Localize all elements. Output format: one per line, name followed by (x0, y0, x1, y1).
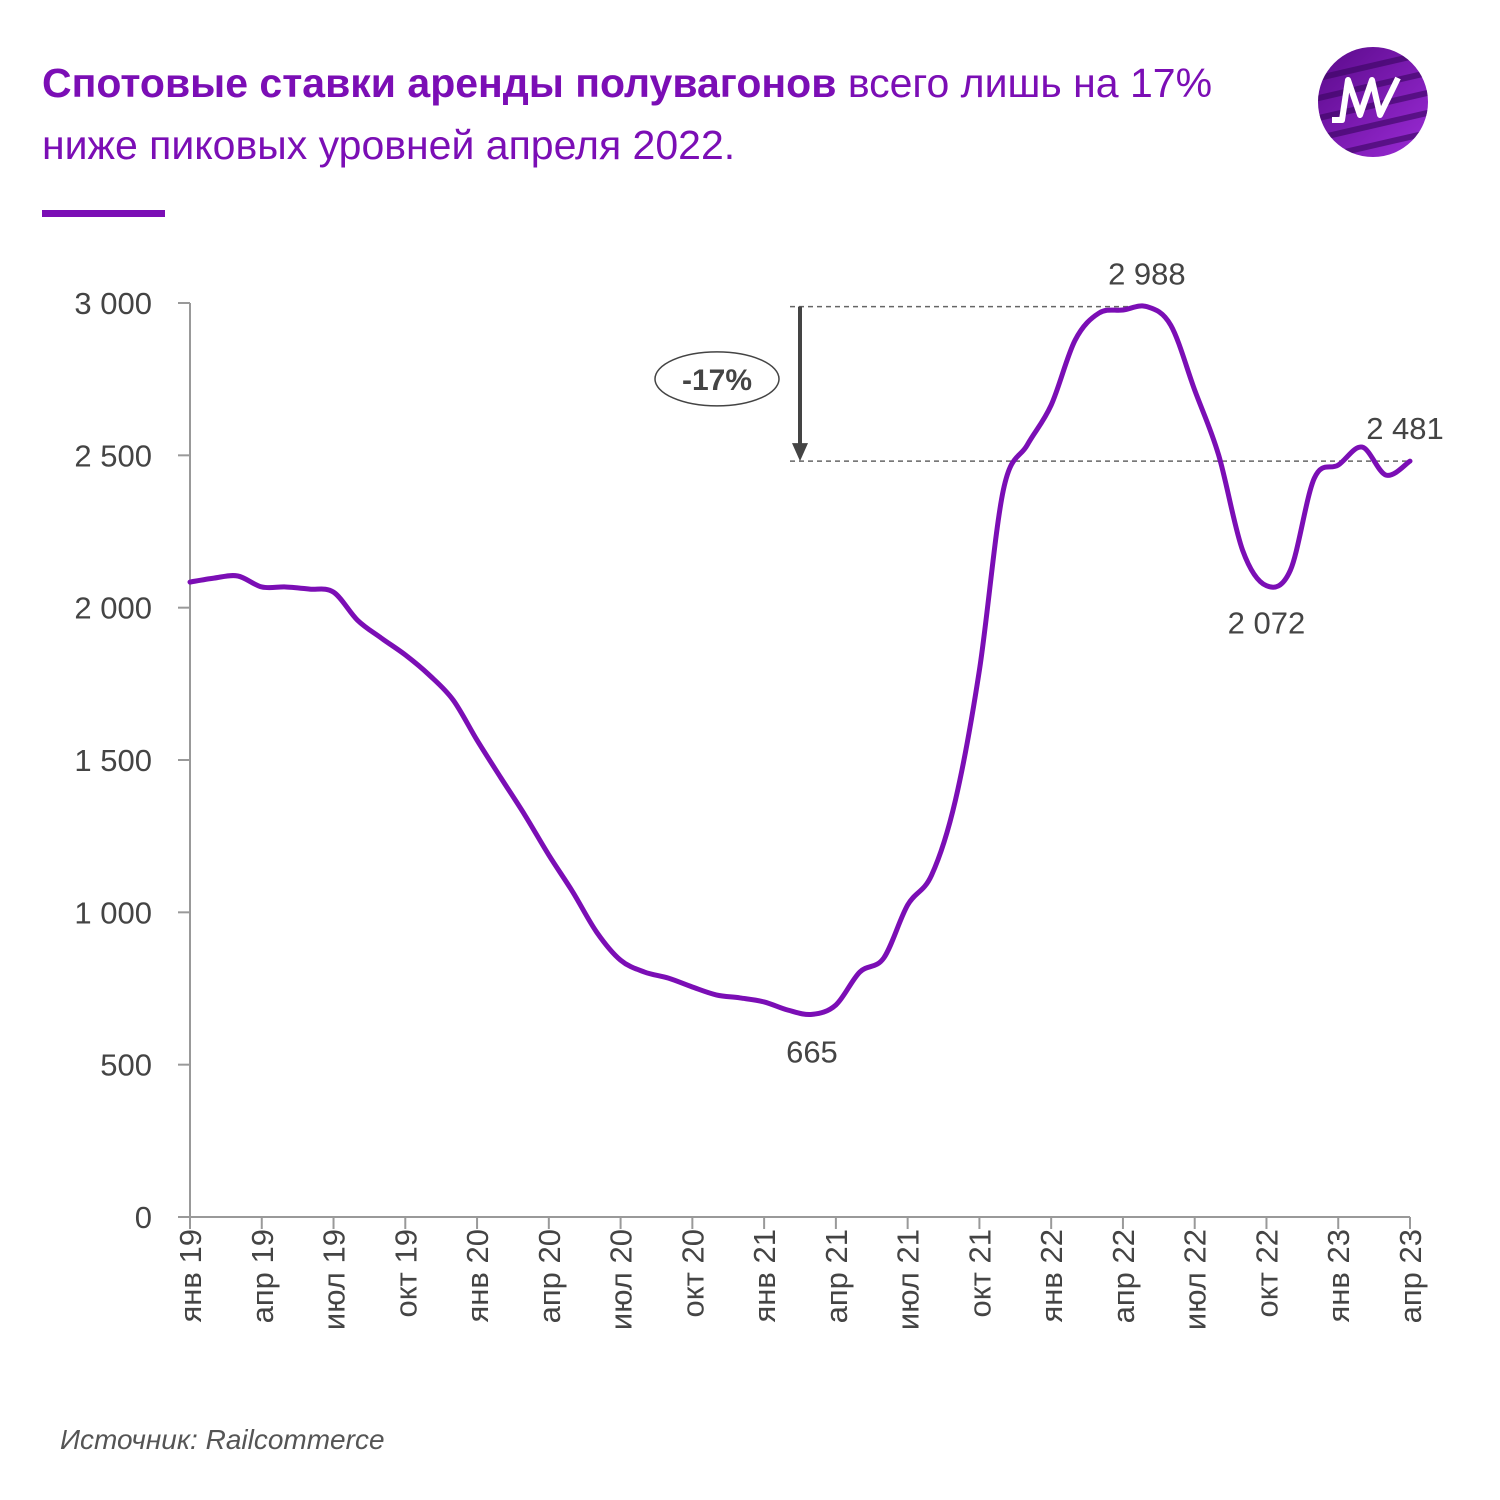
x-tick-label: окт 20 (675, 1229, 710, 1317)
source: Источник: Railcommerce (60, 1424, 385, 1455)
x-tick-label: июл 20 (604, 1229, 639, 1330)
y-tick-label: 2 000 (74, 591, 152, 626)
line (187, 303, 1413, 1018)
y-tick-label: 3 000 (74, 286, 152, 321)
x-tick-label: янв 21 (747, 1229, 782, 1322)
x-tick-label: окт 21 (962, 1229, 997, 1317)
title-bold: Спотовые ставки аренды полувагонов (42, 60, 837, 106)
arrow-head (792, 443, 808, 462)
annotation: -17% (682, 364, 752, 397)
title-rule (42, 210, 165, 217)
y-tick-label: 500 (100, 1048, 152, 1083)
x-tick-label: янв 19 (173, 1229, 208, 1322)
y-tick-label: 1 000 (74, 895, 152, 930)
title-rest: всего лишь на 17% ниже пиковых уровней а… (42, 60, 1213, 168)
x-tick-label: апр 20 (532, 1229, 567, 1323)
annotation-ellipse (654, 351, 780, 407)
x-tick-label: янв 20 (460, 1229, 495, 1322)
x-tick-label: янв 22 (1034, 1229, 1069, 1322)
x-tick-label: апр 21 (819, 1229, 854, 1323)
x-tick-label: апр 22 (1106, 1229, 1141, 1323)
chart-title: Спотовые ставки аренды полувагонов всего… (42, 52, 1262, 176)
x-tick-label: янв 23 (1321, 1229, 1356, 1322)
y-tick-label: 1 500 (74, 743, 152, 778)
x-tick-label: окт 19 (388, 1229, 423, 1317)
data-label: 665 (786, 1034, 838, 1069)
y-tick-label: 2 500 (74, 438, 152, 473)
x-tick-label: июл 21 (891, 1229, 926, 1330)
x-tick-label: июл 22 (1178, 1229, 1213, 1330)
data-label: 2 481 (1366, 411, 1444, 446)
x-tick-label: июл 19 (317, 1229, 352, 1330)
y-tick-label: 0 (135, 1200, 152, 1235)
logo (1318, 47, 1428, 157)
x-tick-label: апр 19 (245, 1229, 280, 1323)
x-tick-label: окт 22 (1249, 1229, 1284, 1317)
x-tick-label: апр 23 (1393, 1229, 1428, 1323)
data-label: 2 988 (1108, 257, 1186, 292)
data-label: 2 072 (1228, 606, 1306, 641)
